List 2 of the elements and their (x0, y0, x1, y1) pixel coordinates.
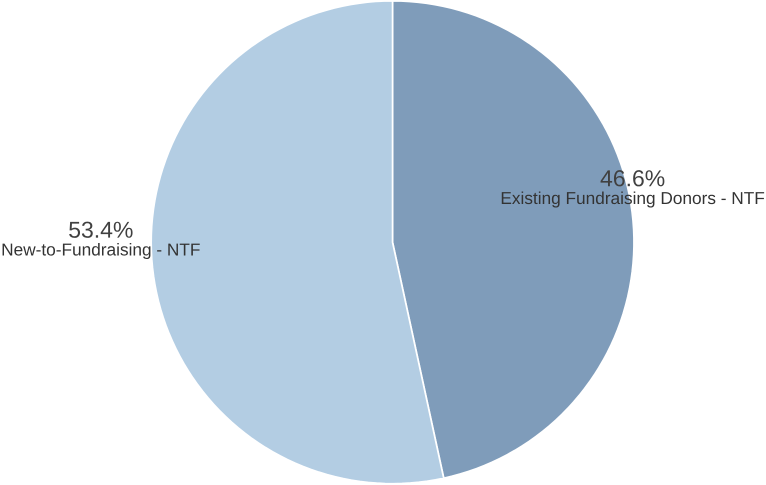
slice-label: New-to-Fundraising - NTF (2, 243, 200, 260)
data-label: 53.4% (69, 222, 133, 238)
